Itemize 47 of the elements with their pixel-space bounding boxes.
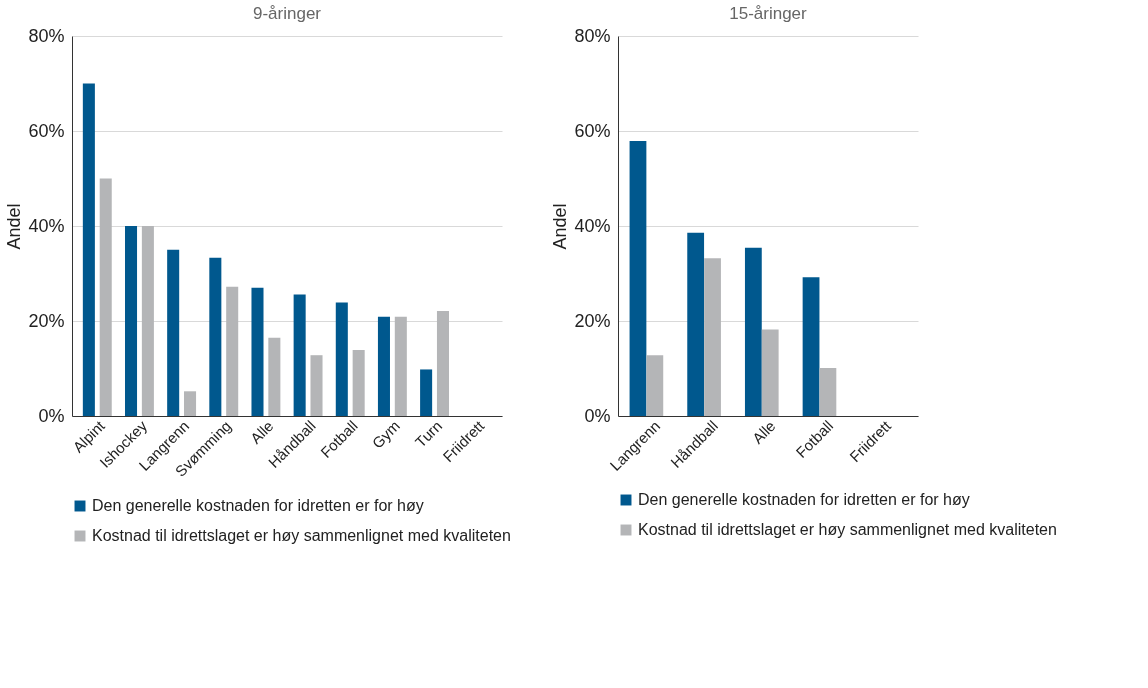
chart-title: 9-åringer [252,4,322,23]
y-tick-label: 80% [28,25,65,46]
y-tick-label: 40% [28,215,65,236]
y-tick-label: 20% [28,310,65,331]
bar [141,226,154,416]
bar [310,355,323,416]
y-tick-label: 80% [574,25,611,46]
legend-label: Den generelle kostnaden for idretten er for høy [638,491,970,508]
bar [251,287,264,416]
y-tick-label: 40% [574,215,611,236]
bar [436,311,449,416]
legend-label: Kostnad til idrettslaget er høy sammenlignet med kvaliteten [92,527,511,544]
bar [687,232,705,416]
bar [629,140,647,416]
bar [704,258,721,416]
bar [761,329,779,416]
y-tick-label: 20% [574,310,611,331]
y-axis-title: Andel [4,203,25,250]
bar [335,302,348,416]
bar [226,286,239,416]
chart-title: 15-åringer [729,4,808,23]
bar [293,294,306,416]
bar [99,178,112,416]
bar [420,369,433,416]
legend-label: Den generelle kostnaden for idretten er for høy [92,497,424,514]
bar [646,355,664,416]
bar [352,349,365,416]
bar [394,316,407,416]
y-tick-label: 60% [28,120,65,141]
bar [209,257,222,416]
bar [184,391,197,416]
bar [744,247,762,416]
y-tick-label: 60% [574,120,611,141]
y-tick-label: 0% [584,405,611,426]
x-tick-label: Turn [411,417,446,451]
y-axis-title: Andel [550,203,571,250]
x-tick-label: Alle [748,417,779,447]
bar [268,337,281,416]
bar [377,316,390,416]
bar [167,249,180,416]
bar [802,277,820,416]
y-tick-label: 0% [38,405,65,426]
bar [125,226,138,416]
x-tick-label: Gym [368,417,403,452]
bar [82,83,95,416]
bar [819,368,837,416]
legend-label: Kostnad til idrettslaget er høy sammenlignet med kvaliteten [638,521,1057,538]
